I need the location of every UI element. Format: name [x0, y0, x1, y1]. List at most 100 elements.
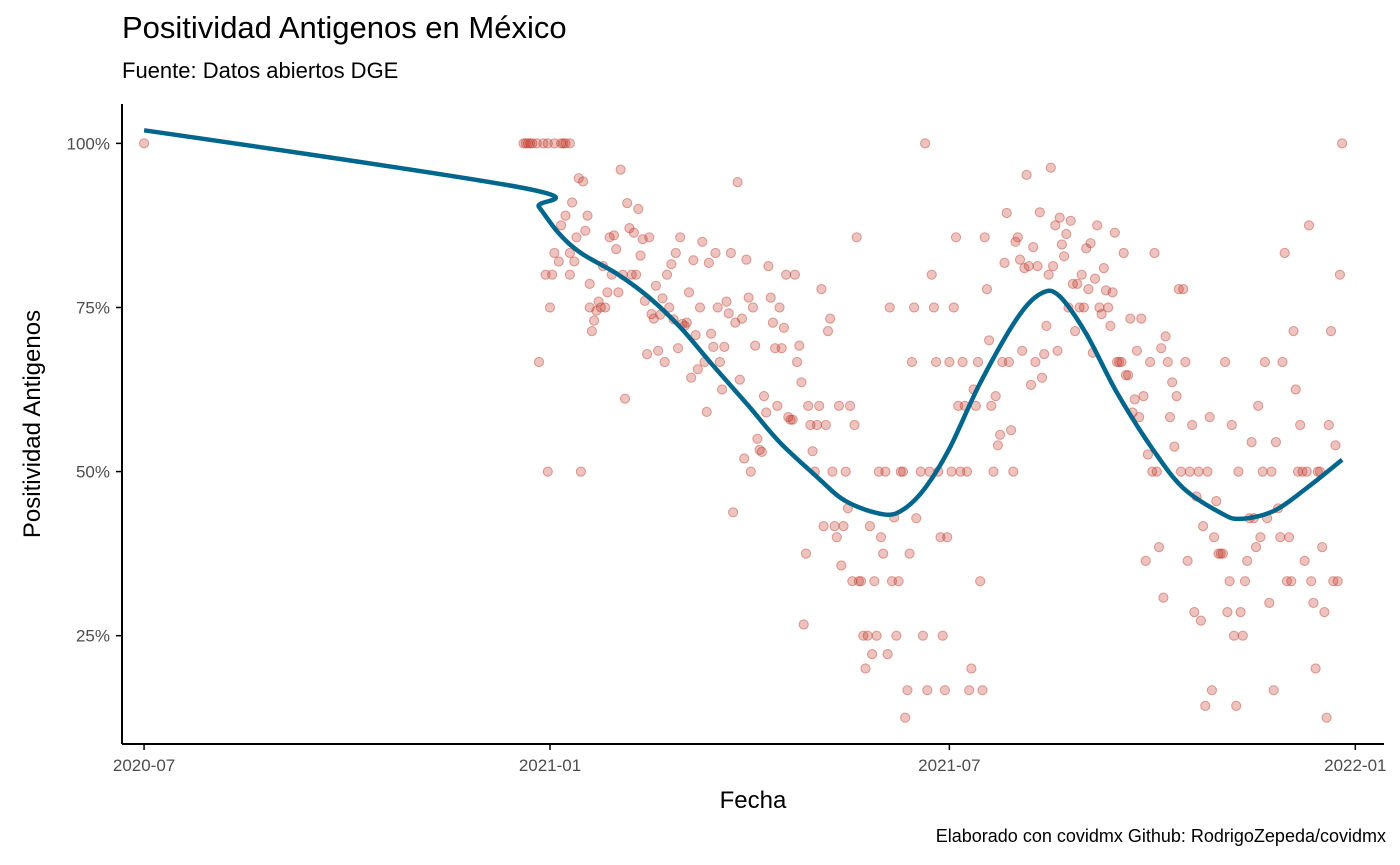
data-point	[1006, 425, 1017, 436]
data-point	[1017, 345, 1028, 356]
data-point	[774, 302, 785, 313]
data-point	[1180, 356, 1191, 368]
data-point	[672, 343, 684, 354]
data-point	[622, 198, 633, 209]
data-point	[1171, 391, 1182, 402]
data-point	[1275, 532, 1286, 543]
data-point	[1334, 269, 1346, 280]
data-point	[1059, 251, 1070, 262]
data-point	[628, 227, 640, 238]
data-point	[1292, 466, 1304, 477]
data-point	[1039, 349, 1050, 360]
data-point	[1008, 466, 1019, 477]
data-point	[708, 341, 719, 352]
data-point	[1198, 521, 1209, 532]
data-point	[739, 453, 750, 464]
data-point	[644, 232, 655, 243]
data-point	[1246, 437, 1257, 448]
data-point	[767, 317, 779, 328]
data-point	[540, 269, 551, 280]
data-point	[1125, 313, 1136, 324]
data-point	[778, 322, 790, 333]
data-point	[1290, 384, 1301, 395]
data-point	[984, 335, 995, 346]
data-point	[988, 466, 999, 477]
data-point	[926, 269, 937, 280]
data-point	[1118, 247, 1129, 259]
data-point	[880, 466, 891, 477]
data-point	[692, 364, 703, 375]
data-point	[1310, 663, 1321, 674]
data-point	[670, 247, 681, 259]
data-point	[675, 232, 686, 243]
data-point	[600, 302, 611, 313]
data-point	[1109, 227, 1120, 238]
data-point	[1001, 207, 1012, 219]
data-point	[765, 292, 776, 303]
data-point	[792, 356, 803, 368]
data-point	[1286, 576, 1297, 587]
y-axis-title: Positividad Antigenos	[19, 310, 46, 538]
chart-title: Positividad Antigenos en México	[122, 10, 567, 45]
data-point	[1319, 607, 1330, 618]
data-point	[800, 548, 812, 559]
data-point	[862, 630, 873, 641]
data-point	[1288, 326, 1299, 337]
data-point	[849, 419, 860, 431]
data-point	[659, 356, 670, 368]
data-point	[1301, 466, 1312, 477]
data-point	[717, 384, 728, 395]
data-point	[694, 302, 706, 313]
data-point	[995, 429, 1006, 440]
data-point	[937, 630, 948, 641]
data-point	[957, 356, 968, 368]
data-point	[922, 685, 933, 696]
data-point	[851, 232, 862, 243]
data-point	[827, 466, 838, 477]
data-point	[1012, 232, 1023, 243]
data-point	[1279, 247, 1290, 259]
data-point	[986, 400, 997, 411]
data-point	[690, 330, 701, 341]
chart-caption: Elaborado con covidmx Github: RodrigoZep…	[935, 826, 1386, 846]
data-point	[564, 247, 576, 259]
data-point	[840, 466, 851, 477]
data-point	[723, 308, 734, 319]
data-point	[1195, 615, 1207, 626]
data-point	[873, 466, 884, 477]
data-point	[816, 284, 827, 295]
data-point	[631, 269, 642, 280]
data-point	[950, 232, 962, 243]
data-point	[569, 256, 580, 267]
data-point	[613, 287, 624, 298]
data-point	[796, 377, 807, 388]
data-point	[567, 197, 578, 208]
data-point	[1114, 356, 1125, 368]
x-tick-label: 2021-01	[519, 756, 581, 775]
data-point	[604, 232, 615, 243]
data-point	[564, 138, 576, 149]
data-point	[556, 138, 567, 149]
data-point	[661, 269, 673, 280]
data-point	[867, 649, 878, 660]
data-point	[836, 560, 847, 571]
data-point	[915, 466, 926, 477]
data-point	[781, 269, 792, 280]
data-point	[712, 302, 723, 313]
data-point	[906, 356, 918, 368]
data-point	[895, 466, 906, 477]
data-point	[657, 293, 668, 304]
data-point	[1074, 302, 1085, 313]
data-point	[833, 400, 845, 411]
data-point	[966, 663, 977, 674]
data-point	[893, 576, 904, 587]
data-point	[1120, 370, 1132, 381]
data-point	[1149, 247, 1160, 259]
data-point	[710, 247, 721, 259]
data-point	[732, 177, 743, 188]
data-point	[522, 138, 534, 149]
y-tick-label: 25%	[76, 627, 110, 646]
data-point	[542, 138, 553, 149]
data-point	[1003, 356, 1015, 368]
data-point	[688, 255, 699, 266]
